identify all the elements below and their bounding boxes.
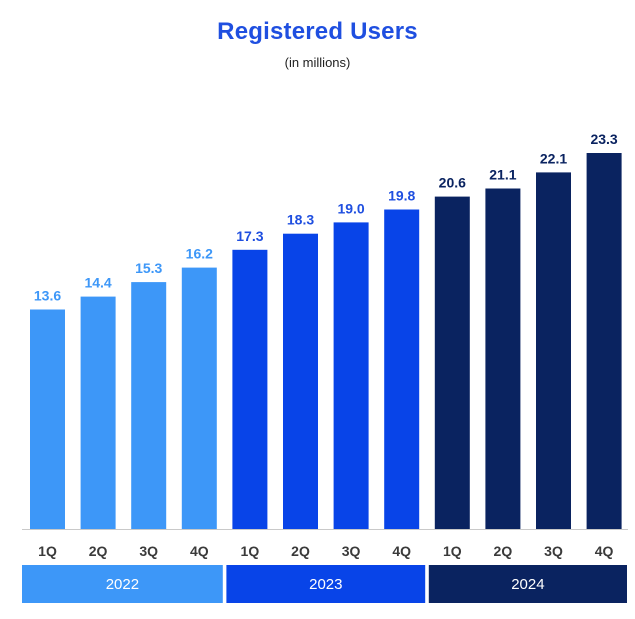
chart-title: Registered Users bbox=[217, 18, 418, 45]
bar-2023-2q bbox=[283, 233, 318, 529]
bar-2022-2q bbox=[80, 296, 116, 529]
value-label: 16.2 bbox=[186, 246, 213, 262]
value-label: 17.3 bbox=[236, 228, 263, 244]
bar-2022-1q bbox=[30, 309, 65, 529]
value-label: 23.3 bbox=[590, 131, 617, 147]
year-band-2024 bbox=[428, 565, 627, 603]
value-label: 14.4 bbox=[84, 275, 111, 291]
bar-2023-3q bbox=[333, 222, 369, 529]
value-label: 21.1 bbox=[489, 167, 516, 183]
bar-2024-1q bbox=[434, 196, 470, 529]
year-band-2022 bbox=[22, 565, 223, 603]
x-tick-label: 4Q bbox=[190, 543, 209, 559]
x-tick-label: 4Q bbox=[392, 543, 411, 559]
chart-subtitle: (in millions) bbox=[284, 55, 351, 70]
bar-2024-3q bbox=[536, 172, 571, 529]
bar-2024-2q bbox=[485, 188, 521, 529]
bar-2023-4q bbox=[384, 209, 420, 529]
value-label: 15.3 bbox=[135, 260, 162, 276]
value-label: 19.8 bbox=[388, 188, 415, 204]
x-tick-label: 2Q bbox=[291, 543, 310, 559]
bar-2022-3q bbox=[131, 282, 167, 529]
year-label-2023: 2023 bbox=[309, 576, 342, 593]
bar-2024-4q bbox=[586, 153, 622, 529]
bar-2022-4q bbox=[181, 267, 217, 529]
x-tick-label: 2Q bbox=[494, 543, 513, 559]
value-label: 18.3 bbox=[287, 212, 314, 228]
value-label: 13.6 bbox=[34, 288, 61, 304]
x-tick-label: 3Q bbox=[342, 543, 361, 559]
year-label-2022: 2022 bbox=[106, 576, 139, 593]
value-label: 20.6 bbox=[439, 175, 466, 191]
x-tick-label: 3Q bbox=[544, 543, 563, 559]
x-tick-label: 3Q bbox=[139, 543, 158, 559]
bar-2023-1q bbox=[232, 249, 268, 530]
x-tick-label: 1Q bbox=[38, 543, 57, 559]
x-tick-label: 1Q bbox=[241, 543, 260, 559]
value-label: 22.1 bbox=[540, 150, 567, 166]
year-label-2024: 2024 bbox=[511, 576, 544, 593]
x-tick-label: 2Q bbox=[89, 543, 108, 559]
x-tick-label: 1Q bbox=[443, 543, 462, 559]
x-tick-label: 4Q bbox=[595, 543, 614, 559]
year-band-2023 bbox=[226, 565, 426, 603]
value-label: 19.0 bbox=[337, 200, 364, 216]
